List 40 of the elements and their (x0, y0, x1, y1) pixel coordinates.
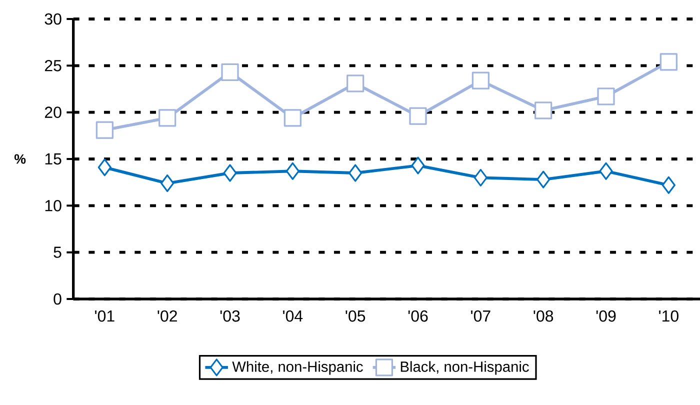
legend-label: White, non-Hispanic (232, 361, 363, 375)
point (346, 74, 364, 92)
point (662, 176, 676, 194)
legend-label: Black, non-Hispanic (400, 361, 529, 375)
x-tick-label: '03 (220, 310, 240, 322)
y-tick-label: 20 (44, 106, 62, 118)
y-tick-label: 10 (45, 200, 62, 212)
point (536, 170, 550, 188)
x-tick-label: '04 (283, 310, 303, 322)
x-tick-label: '08 (534, 310, 554, 322)
x-tick-label: '09 (596, 310, 616, 322)
point (348, 164, 362, 182)
y-tick-label: 25 (44, 60, 62, 72)
point (411, 156, 425, 174)
x-tick-label: '02 (158, 310, 177, 322)
point (409, 107, 427, 125)
point (660, 53, 678, 71)
x-tick-label: '06 (408, 310, 428, 322)
point (286, 162, 300, 180)
y-tick-label: 30 (44, 13, 62, 25)
y-tick-label: 15 (45, 153, 62, 165)
y-tick-label: 5 (54, 246, 62, 258)
x-tick-label: '10 (659, 310, 678, 322)
x-tick-label: '05 (346, 310, 366, 322)
point (96, 121, 114, 139)
x-tick-label: '07 (471, 310, 490, 322)
point (223, 164, 237, 182)
point (472, 72, 490, 90)
point (599, 162, 613, 180)
y-tick-label: 0 (54, 293, 62, 305)
point (597, 88, 615, 106)
point (160, 174, 174, 192)
x-tick-label: '01 (95, 310, 114, 322)
point (284, 109, 302, 127)
point (534, 102, 552, 120)
y-axis-title: % (14, 154, 26, 164)
point (474, 168, 488, 186)
point (98, 158, 112, 176)
point (158, 109, 176, 127)
point (221, 63, 239, 82)
